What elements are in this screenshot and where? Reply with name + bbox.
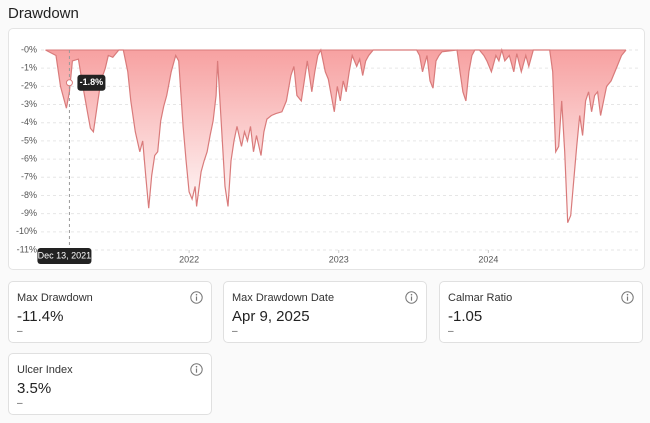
metric-value: -1.05 xyxy=(448,308,483,325)
metric-card: Ulcer Index 3.5% – xyxy=(8,353,212,415)
tooltip-date: Dec 13, 2021 xyxy=(38,250,92,260)
chart: -0% -1% -2% -3% -4% -5% -6% -7% -8% -9% -10% -11% 20… xyxy=(16,44,641,264)
y-tick-label: -9% xyxy=(21,208,37,218)
drawdown-area xyxy=(45,50,626,223)
metric-value: 3.5% xyxy=(17,380,52,397)
y-tick-label: -1% xyxy=(21,63,37,73)
info-icon[interactable] xyxy=(405,291,418,304)
y-tick-label: -4% xyxy=(21,117,37,127)
metric-value: Apr 9, 2025 xyxy=(232,308,310,325)
info-icon[interactable] xyxy=(190,291,203,304)
metric-card: Calmar Ratio -1.05– xyxy=(439,281,643,343)
info-icon[interactable] xyxy=(190,363,203,376)
chart-card: -0% -1% -2% -3% -4% -5% -6% -7% -8% -9% -10% -11% 20… xyxy=(8,28,645,270)
metric-card: Max Drawdown -11.4% – xyxy=(8,281,212,343)
y-tick-label: -3% xyxy=(21,99,37,109)
drawdown-line xyxy=(45,47,627,223)
metric-label: Max Drawdown xyxy=(17,292,93,304)
metric-sub: – xyxy=(448,326,454,337)
y-tick-label: -11% xyxy=(17,244,37,254)
y-tick-label: -8% xyxy=(21,190,37,200)
metric-label: Ulcer Index xyxy=(17,364,73,376)
metric-sub: – xyxy=(17,326,23,337)
hover-point xyxy=(65,79,73,87)
metric-card: Max Drawdown Date Apr 9, 2025– xyxy=(223,281,427,343)
metric-value: -11.4% xyxy=(17,308,64,325)
x-tick-label: 2023 xyxy=(329,254,349,264)
metric-sub: – xyxy=(17,398,23,409)
page-title: Drawdown xyxy=(8,5,79,22)
y-tick-label: -10% xyxy=(16,226,37,236)
metric-sub: – xyxy=(232,326,238,337)
tooltip-date-box xyxy=(37,248,92,264)
y-tick-label: -0% xyxy=(21,44,37,54)
metric-label: Max Drawdown Date xyxy=(232,292,335,304)
y-tick-label: -7% xyxy=(21,172,37,182)
metric-label: Calmar Ratio xyxy=(448,292,513,304)
y-tick-label: -6% xyxy=(21,153,37,163)
info-icon[interactable] xyxy=(621,291,634,304)
y-tick-label: -2% xyxy=(21,81,37,91)
tooltip-value-box xyxy=(77,74,106,91)
tooltip-value: -1.8% xyxy=(80,77,104,87)
y-tick-label: -5% xyxy=(21,135,37,145)
x-tick-label: 2022 xyxy=(179,254,199,264)
x-tick-label: 2024 xyxy=(478,254,498,264)
